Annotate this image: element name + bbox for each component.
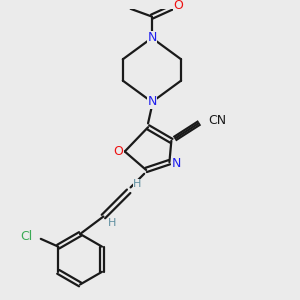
Text: N: N [147, 95, 157, 109]
Text: CN: CN [208, 114, 226, 127]
Text: N: N [147, 32, 157, 44]
Text: H: H [108, 218, 116, 228]
Text: N: N [172, 157, 181, 169]
Text: H: H [133, 179, 142, 190]
Text: O: O [173, 0, 183, 12]
Text: Cl: Cl [20, 230, 32, 243]
Text: O: O [113, 145, 123, 158]
